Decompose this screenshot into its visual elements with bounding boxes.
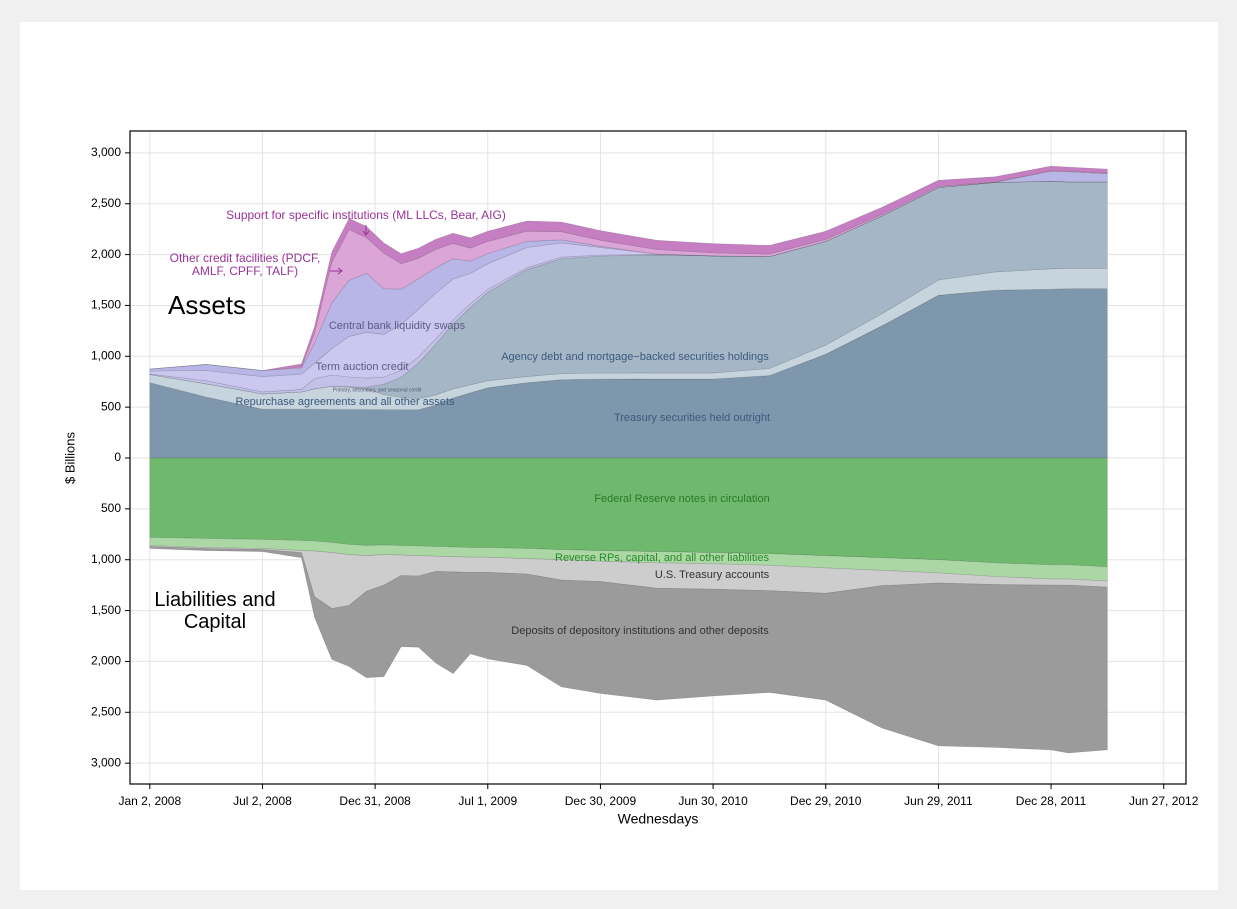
- y-axis-label: $ Billions: [62, 431, 77, 484]
- y-tick-label: 2,500: [91, 704, 121, 718]
- y-tick-label: 2,500: [91, 196, 121, 210]
- area: [149, 268, 1108, 411]
- x-tick-label: Dec 31, 2008: [339, 794, 411, 808]
- areas: [149, 165, 1108, 754]
- annotation: Other credit facilities (PDCF, AMLF, CPF…: [169, 251, 321, 278]
- area: [149, 165, 1108, 371]
- y-tick-label: 500: [101, 501, 121, 515]
- y-tick-label: 2,000: [91, 247, 121, 261]
- annotation-arrowhead: [337, 267, 343, 275]
- x-tick-label: Jul 1, 2009: [458, 794, 517, 808]
- y-tick-label: 500: [101, 399, 121, 413]
- x-tick-label: Dec 29, 2010: [790, 794, 862, 808]
- axes: 3,000 2,500 2,000 1,500 1,000 500 0 500 1,000 1,5…: [91, 145, 1199, 808]
- series-label: Treasury securities held outright: [614, 412, 770, 424]
- y-tick-label: 3,000: [91, 755, 121, 769]
- annotation: Support for specific institutions (ML LL…: [226, 208, 506, 222]
- series-label: Central bank liquidity swaps: [329, 320, 466, 332]
- area: [149, 546, 1108, 754]
- series-label: Agency debt and mortgage−backed securiti…: [501, 351, 769, 363]
- x-tick-label: Dec 30, 2009: [565, 794, 637, 808]
- y-tick-label: 1,500: [91, 603, 121, 617]
- annotation-arrowhead: [362, 230, 370, 236]
- x-axis-label: Wednesdays: [618, 811, 699, 827]
- y-tick-label: 2,000: [91, 654, 121, 668]
- x-tick-label: Jun 30, 2010: [678, 794, 748, 808]
- x-tick-label: Dec 28, 2011: [1016, 794, 1087, 808]
- y-tick-label: 0: [114, 450, 121, 464]
- y-tick-label: 1,000: [91, 552, 121, 566]
- y-tick-label: 1,000: [91, 348, 121, 362]
- x-tick-label: Jul 2, 2008: [233, 794, 292, 808]
- series-label: Reverse RPs, capital, and all other liab…: [555, 552, 769, 564]
- series-label: Deposits of depository institutions and …: [511, 625, 769, 637]
- x-tick-label: Jan 2, 2008: [118, 794, 181, 808]
- series-label: Primary, secondary, and seasonal credit: [333, 387, 422, 393]
- annotation: Liabilities and Capital: [154, 589, 276, 633]
- annotation: Assets: [168, 290, 246, 320]
- x-tick-label: Jun 29, 2011: [904, 794, 973, 808]
- y-tick-label: 3,000: [91, 145, 121, 159]
- series-label: Repurchase agreements and all other asse…: [236, 396, 455, 408]
- series-label: Federal Reserve notes in circulation: [594, 493, 769, 505]
- x-tick-label: Jun 27, 2012: [1129, 794, 1199, 808]
- series-label: Term auction credit: [316, 361, 409, 373]
- y-tick-label: 1,500: [91, 298, 121, 312]
- series-labels: Treasury securities held outright Repurch…: [236, 320, 771, 637]
- plot-frame: [129, 130, 1187, 785]
- series-label: U.S. Treasury accounts: [655, 569, 770, 581]
